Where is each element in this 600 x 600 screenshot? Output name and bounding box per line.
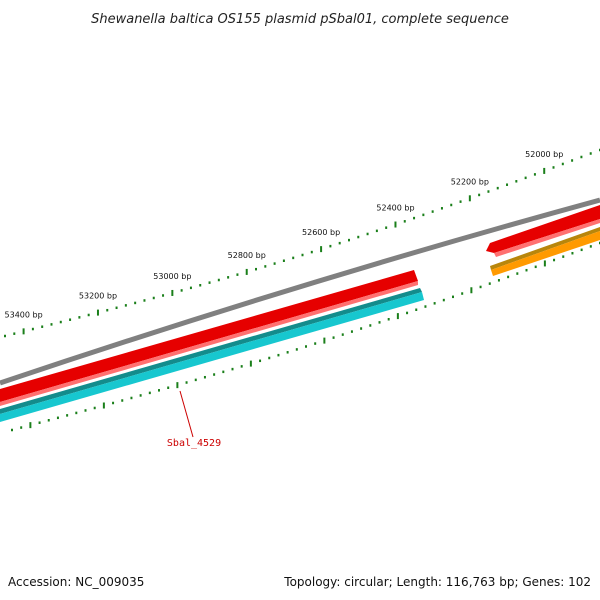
reverse-gene-right[interactable] xyxy=(490,227,600,276)
summary-text: Topology: circular; Length: 116,763 bp; … xyxy=(283,575,591,589)
ruler-label: 52600 bp xyxy=(302,228,340,237)
backbone-line xyxy=(0,197,600,386)
reverse-gene-long[interactable] xyxy=(0,288,424,422)
ruler-label: 52200 bp xyxy=(451,177,489,186)
inner-ruler xyxy=(11,241,600,432)
gene-label-leader xyxy=(179,390,194,438)
ruler-label: 52800 bp xyxy=(228,251,266,260)
ruler-label: 53200 bp xyxy=(79,292,117,301)
ruler-label: 52000 bp xyxy=(525,150,563,159)
forward-gene-long[interactable] xyxy=(0,270,418,406)
forward-gene-right[interactable] xyxy=(486,205,600,257)
ruler-label: 53000 bp xyxy=(153,272,191,281)
ruler-label: 53400 bp xyxy=(5,310,43,319)
gene-label-sbal-4529[interactable]: Sbal_4529 xyxy=(167,438,221,449)
ruler-label: 52400 bp xyxy=(376,204,414,213)
outer-ruler: 52000 bp 52200 bp 52400 bp 52600 bp 52800 bp… xyxy=(4,148,600,338)
accession-text: Accession: NC_009035 xyxy=(8,575,144,589)
map-title: Shewanella baltica OS155 plasmid pSbal01… xyxy=(91,12,509,27)
